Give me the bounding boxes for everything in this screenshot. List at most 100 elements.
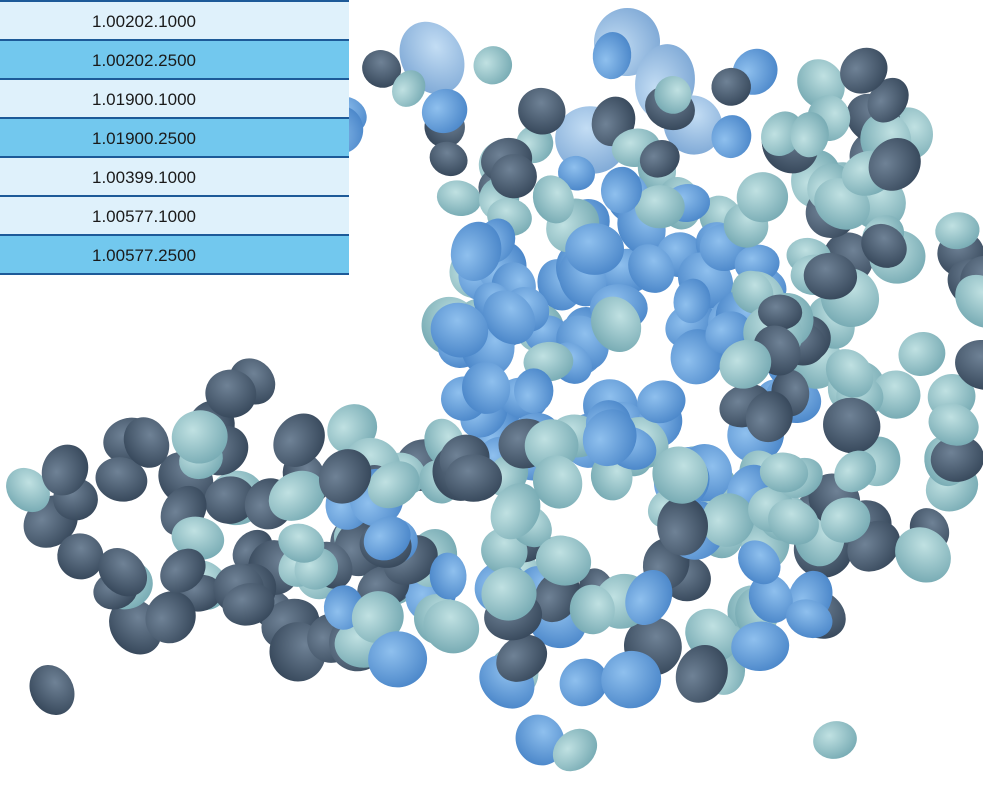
tablet [429,141,468,177]
tablet [392,70,426,107]
tablet [171,410,228,464]
tablet [825,349,874,398]
tablet [601,650,662,709]
tablet [565,223,624,275]
tablet [591,296,642,352]
tablet [532,175,575,224]
table-row: 1.01900.1000 [0,80,349,119]
table-row: 1.00399.1000 [0,158,349,197]
tablet [657,496,708,556]
tablet [95,457,148,502]
table-row: 1.00577.2500 [0,236,349,275]
tablet [532,455,583,509]
tablet [634,185,685,229]
tablet [351,591,404,644]
tablet [768,499,819,545]
tablet [955,274,983,328]
tablet [535,536,592,586]
tablet [204,476,256,524]
tablet [490,154,537,199]
tablet [637,380,686,424]
article-number-table: 1.00202.1000 1.00202.2500 1.01900.1000 1… [0,0,349,275]
tablet [930,435,983,482]
tablet [559,658,608,707]
tablet [748,574,793,623]
tablet [473,46,513,85]
tablet [871,370,921,419]
tablet [362,50,402,88]
tablet [790,111,829,158]
tablet [569,584,615,635]
tablet [785,599,833,639]
tablet [496,634,548,682]
tablet [515,714,565,766]
tablet [711,115,752,159]
tablet [278,523,325,563]
tablet [318,449,372,504]
tablet [600,166,643,214]
tablet [840,47,888,94]
tablet [719,339,772,389]
tablet [745,391,793,443]
tablet [758,294,803,330]
tablet [445,454,502,502]
tablet [673,278,711,324]
tablet [652,446,709,504]
tablet [57,533,104,580]
tablet [483,290,536,345]
tablet [145,591,196,644]
tablet [582,409,637,467]
tablet [955,339,983,391]
tablet [759,452,809,493]
tablet [436,180,482,217]
tablet [98,548,148,597]
tablet [481,528,528,574]
tablet [273,413,325,467]
tablet [738,540,781,585]
tablet [820,497,871,543]
tablet [205,369,257,418]
tablet [736,172,789,223]
tablet [368,631,428,688]
tablet [367,461,420,509]
tablet [430,302,489,358]
tablet [160,548,206,593]
tablet [518,87,566,135]
table-row: 1.00202.1000 [0,0,349,41]
tablet [41,444,89,496]
tablet [867,77,909,123]
tablet [490,483,541,540]
tablet [514,368,554,414]
tablet [222,583,275,626]
tablet [421,88,468,134]
tablet [803,252,858,300]
tablet [898,332,946,376]
tablet [868,138,921,191]
tablet [450,221,502,281]
tablet [29,665,75,715]
tablet [861,223,907,268]
tablet [935,212,980,250]
tablet [628,244,675,293]
table-row: 1.00577.1000 [0,197,349,236]
tablet [675,645,728,703]
tablet [711,67,751,106]
table-row: 1.00202.2500 [0,41,349,80]
tablet [429,552,467,600]
table-row: 1.01900.2500 [0,119,349,158]
tablet [654,76,692,114]
tablet [123,417,170,468]
tablet [813,721,857,759]
tablet [701,493,755,547]
tablet [462,362,511,414]
tablet [639,140,680,178]
tablet [552,728,598,772]
tablet [363,516,411,561]
tablet [895,527,951,583]
tablet [625,570,673,625]
tablet [481,567,537,621]
tablet [6,467,50,513]
tablet [928,403,979,446]
